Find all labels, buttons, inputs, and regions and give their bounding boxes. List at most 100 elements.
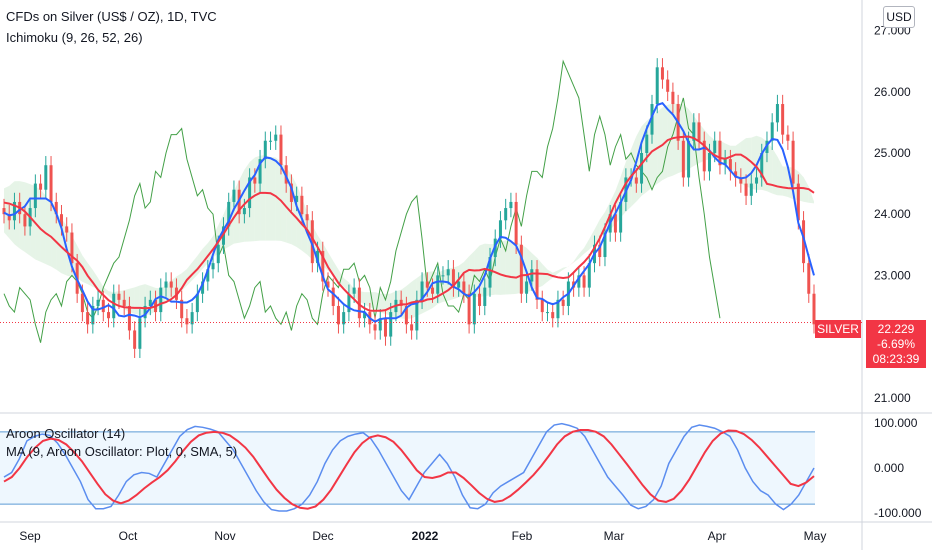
candle-body [634,177,638,184]
candle-body [336,305,340,325]
candle-body [739,177,743,184]
candle-body [86,312,90,325]
candle-body [786,134,790,141]
cloud-segment [14,181,20,249]
cloud-segment [589,229,595,250]
candle-body [295,195,299,202]
candle-body [33,183,37,209]
candle-body [525,281,529,294]
candle-body [242,208,246,215]
last-price-tag: 22.229 -6.69% 08:23:39 [866,320,926,368]
candle-body [687,140,691,178]
candle-body [457,281,461,288]
x-tick-label: Nov [214,529,235,543]
conversion-line [3,101,815,323]
candle-body [70,232,74,264]
candle-body [598,244,602,258]
cloud-segment [766,141,773,194]
candle-body [509,201,513,209]
candle-body [749,183,753,196]
candle-body [718,140,722,166]
y-tick-label: 26.000 [874,85,911,99]
candle-body [545,312,549,314]
candle-body [383,318,387,337]
candle-body [791,140,795,184]
cloud-segment [380,293,386,315]
cloud-segment [542,263,548,287]
candle-body [655,67,659,105]
candle-body [781,104,785,135]
candle-body [169,281,173,288]
cloud-segment [782,166,788,198]
candle-body [420,281,424,300]
candle-body [488,257,492,288]
candle-body [201,281,205,294]
candle-body [12,201,16,221]
candle-body [802,220,806,264]
candle-body [227,201,231,227]
candle-body [603,232,607,258]
candle-body [723,159,727,166]
candle-body [514,201,518,245]
candle-body [2,208,6,215]
aroon-y-tick-label: -100.000 [874,506,922,520]
y-tick-label: 25.000 [874,146,911,160]
candle-body [253,177,257,184]
cloud-segment [134,285,140,316]
candle-body [185,318,189,325]
candle-body [619,201,623,233]
cloud-segment [56,212,62,274]
cloud-segment [427,271,433,311]
candle-body [39,183,43,190]
candle-body [812,293,816,325]
candle-body [342,312,346,325]
candle-body [770,122,774,141]
x-tick-label: Feb [512,529,533,543]
x-tick-label: Mar [604,529,625,543]
candle-body [660,67,664,80]
x-tick-label: Sep [19,529,41,543]
y-tick-label: 21.000 [874,391,911,405]
candle-body [91,305,95,325]
cloud-segment [9,181,15,245]
candle-body [577,275,581,288]
ichimoku-legend[interactable]: Ichimoku (9, 26, 52, 26) [6,30,143,45]
cloud-segment [343,277,349,292]
candle-body [373,324,377,331]
candle-body [504,208,508,221]
candle-body [483,287,487,306]
candle-body [707,152,711,172]
aroon-legend[interactable]: Aroon Oscillator (14) [6,426,126,441]
aroon-ma-legend[interactable]: MA (9, Aroon Oscillator: Plot, 0, SMA, 5… [6,444,238,459]
candle-body [692,122,696,141]
chart-title: CFDs on Silver (US$ / OZ), 1D, TVC [6,9,217,24]
candle-body [352,287,356,294]
cloud-segment [740,138,747,187]
candle-body [65,226,69,233]
cloud-segment [364,292,370,308]
candle-body [331,287,335,306]
lagging-span-line [3,59,721,343]
candle-body [613,214,617,233]
y-tick-label: 24.000 [874,207,911,221]
candle-body [640,152,644,184]
candle-body [216,244,220,264]
aroon-y-tick-label: 100.000 [874,416,918,430]
cloud-segment [803,177,809,203]
candle-body [713,140,717,153]
cloud-segment [469,251,475,297]
cloud-segment [751,135,757,190]
x-tick-label: May [804,529,827,543]
candle-body [760,152,764,178]
candle-body [289,183,293,202]
candle-body [441,275,445,277]
base-line [3,135,815,312]
candle-body [431,287,435,294]
currency-button[interactable]: USD [883,6,915,28]
candle-body [462,281,466,294]
x-tick-label: Oct [119,529,138,543]
candle-body [190,312,194,325]
cloud-segment [98,277,104,292]
aroon-ma-line [3,429,815,510]
